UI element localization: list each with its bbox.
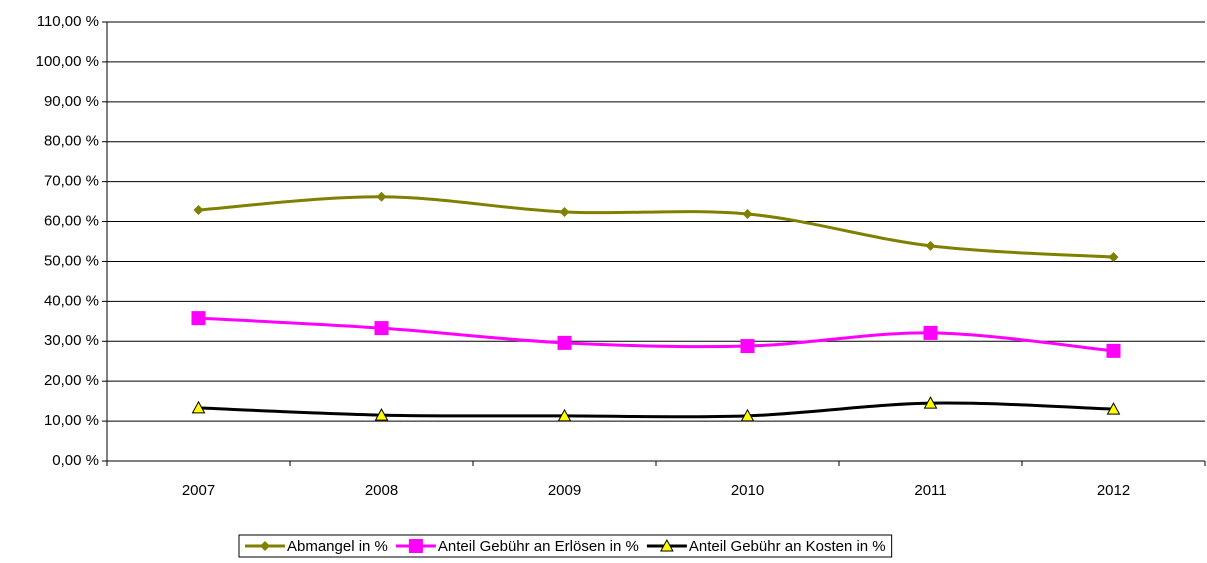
legend-box — [238, 534, 893, 558]
marker — [660, 538, 674, 552]
marker — [1108, 252, 1119, 263]
marker — [740, 339, 755, 354]
marker — [557, 408, 572, 422]
y-tick-label: 10,00 % — [44, 412, 99, 429]
marker — [374, 321, 389, 336]
marker — [559, 206, 570, 217]
series-line — [198, 195, 1114, 259]
series-line — [198, 316, 1114, 353]
marker — [193, 204, 204, 215]
y-tick-label: 30,00 % — [44, 332, 99, 349]
marker — [1106, 402, 1121, 415]
marker — [742, 208, 753, 219]
y-tick-label: 90,00 % — [44, 93, 99, 110]
x-tick-label: 2008 — [365, 482, 398, 499]
y-tick-label: 40,00 % — [44, 292, 99, 309]
legend: Abmangel in % Anteil Gebühr an Erlösen in… — [238, 534, 893, 558]
y-tick-label: 80,00 % — [44, 133, 99, 150]
marker — [191, 311, 206, 326]
x-tick-label: 2011 — [914, 482, 946, 499]
marker — [923, 396, 938, 409]
marker — [376, 191, 387, 202]
y-tick-label: 100,00 % — [36, 53, 99, 70]
legend-label: Abmangel in % — [287, 538, 388, 555]
y-tick-label: 0,00 % — [52, 452, 99, 469]
y-tick-label: 20,00 % — [44, 372, 99, 389]
x-tick-label: 2007 — [182, 482, 215, 499]
marker — [557, 335, 572, 350]
marker — [408, 539, 423, 553]
marker — [925, 240, 936, 251]
marker — [1106, 343, 1121, 358]
legend-label: Anteil Gebühr an Erlösen in % — [438, 538, 639, 555]
marker — [923, 325, 938, 340]
legend-label: Anteil Gebühr an Kosten in % — [689, 538, 886, 555]
y-tick-label: 70,00 % — [44, 173, 99, 190]
marker — [740, 408, 755, 422]
marker — [374, 408, 389, 421]
x-tick-label: 2012 — [1097, 482, 1130, 499]
y-tick-label: 60,00 % — [44, 213, 99, 230]
y-tick-label: 110,00 % — [37, 13, 99, 30]
series-line — [198, 401, 1114, 419]
marker — [260, 541, 270, 551]
x-tick-label: 2010 — [731, 482, 764, 499]
y-tick-label: 50,00 % — [44, 252, 99, 269]
x-tick-label: 2009 — [548, 482, 581, 499]
marker — [191, 400, 206, 414]
